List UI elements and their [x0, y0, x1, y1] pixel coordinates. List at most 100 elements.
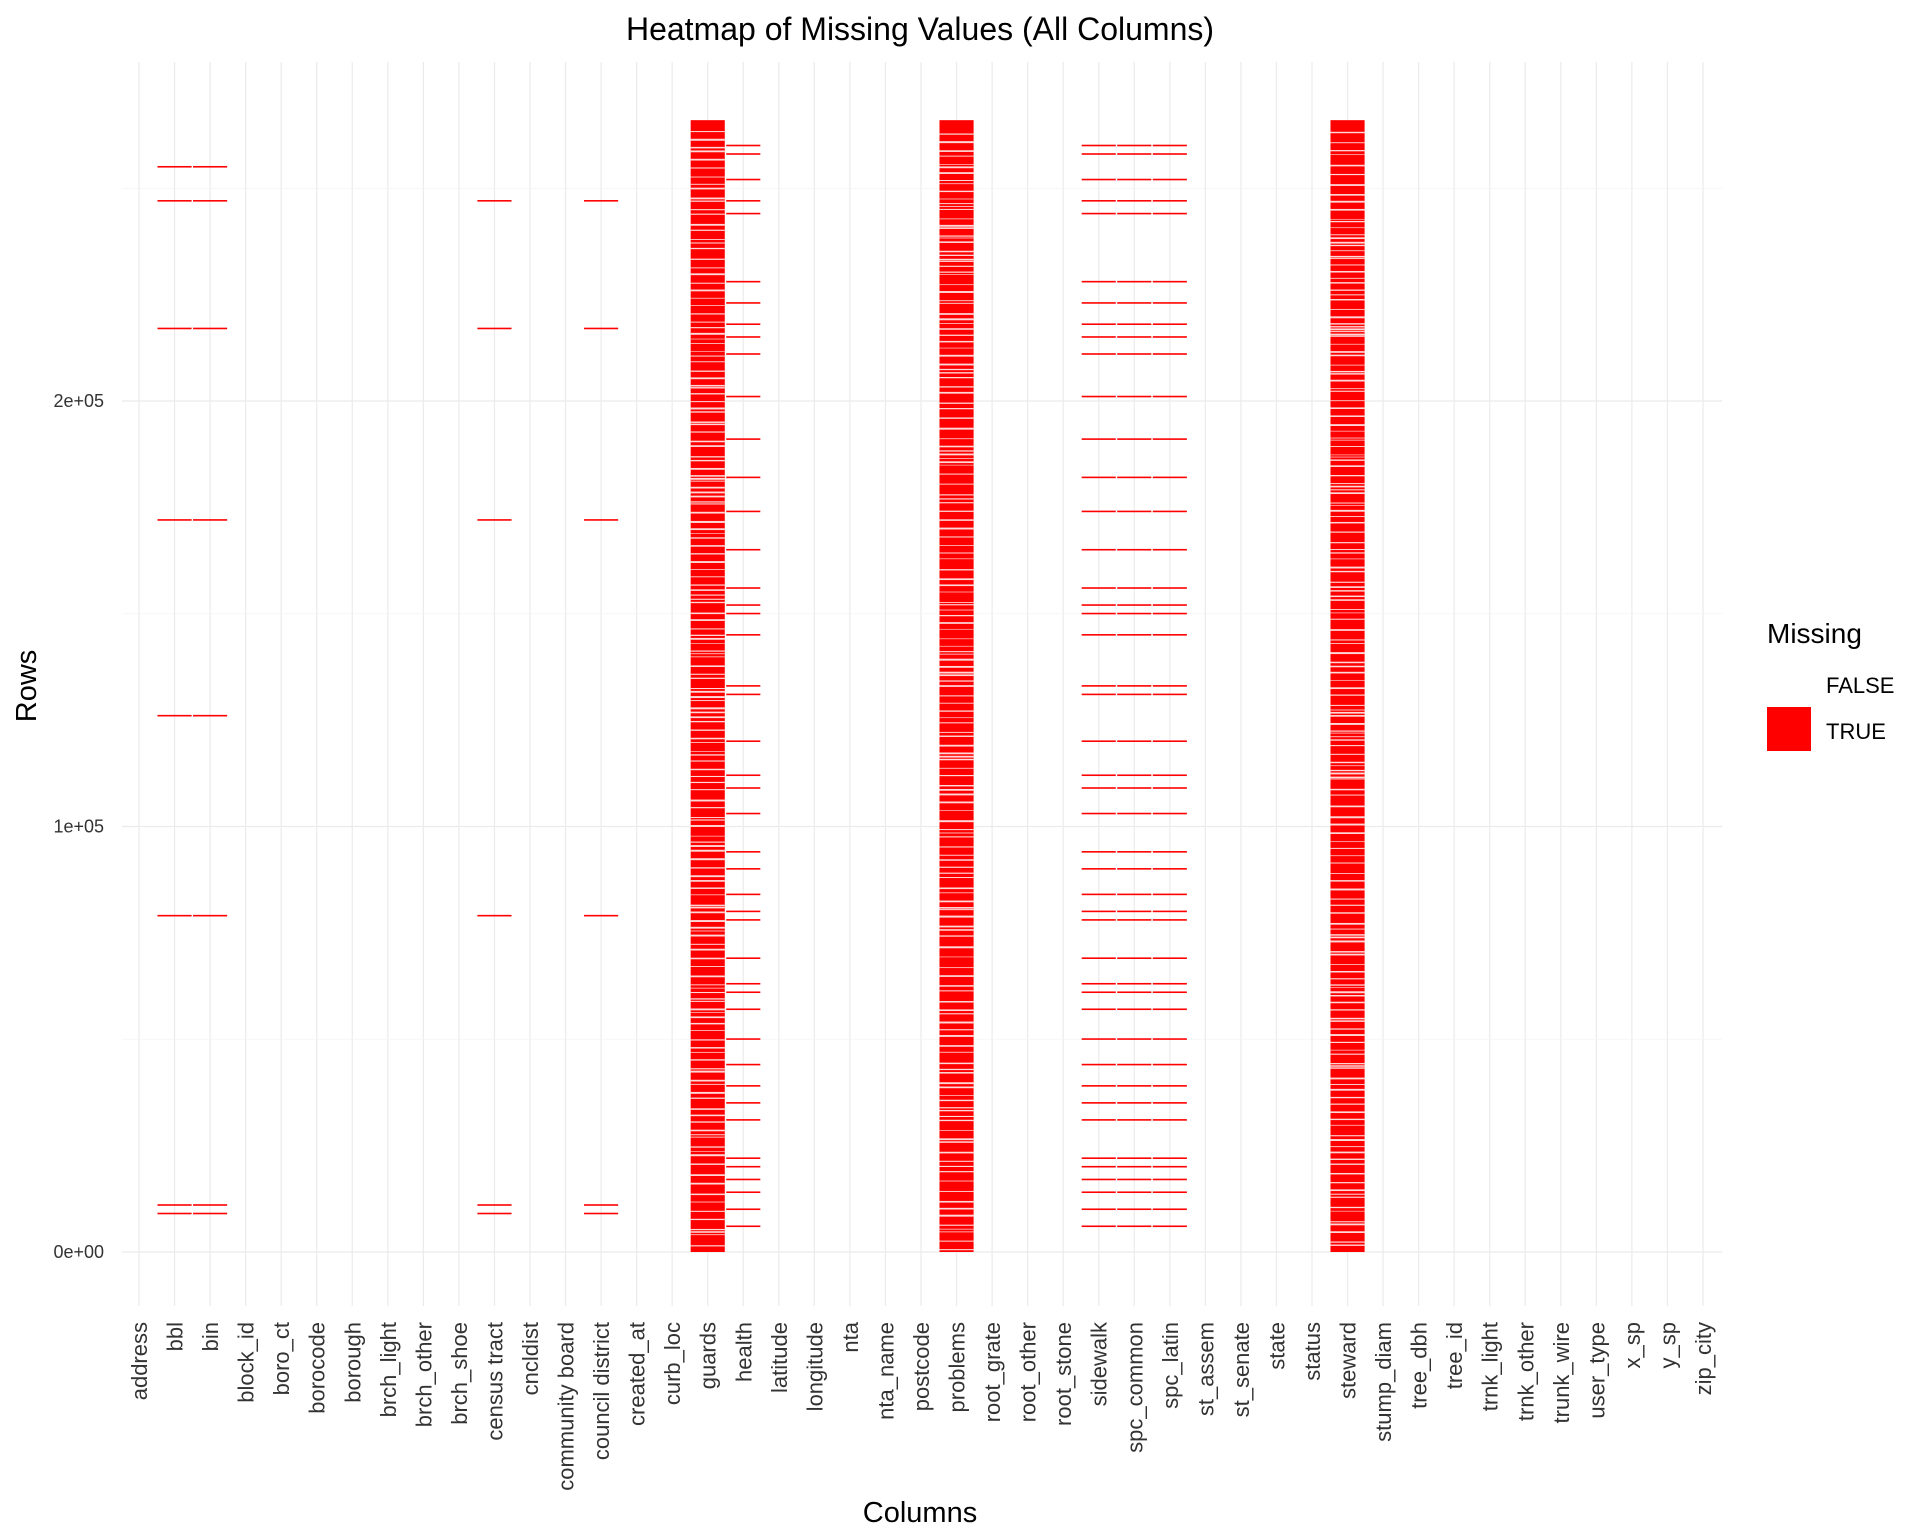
missing-cell: [1081, 812, 1116, 815]
non-missing-gap: [939, 846, 974, 848]
non-missing-gap: [939, 1160, 974, 1162]
non-missing-gap: [690, 1091, 725, 1094]
non-missing-gap: [1330, 164, 1365, 167]
non-missing-gap: [939, 198, 974, 200]
non-missing-gap: [690, 183, 725, 185]
missing-cell: [726, 634, 761, 636]
non-missing-gap: [1330, 953, 1365, 956]
x-tick-label: st_assem: [1193, 1322, 1218, 1416]
non-missing-gap: [690, 998, 725, 1000]
non-missing-gap: [1330, 521, 1365, 524]
non-missing-gap: [939, 164, 974, 165]
missing-cell: [1152, 634, 1187, 636]
missing-cell: [1117, 548, 1152, 551]
x-tick-label: user_type: [1584, 1322, 1609, 1419]
non-missing-gap: [1330, 661, 1365, 664]
non-missing-gap: [939, 254, 974, 256]
missing-cell: [690, 120, 725, 1252]
non-missing-gap: [1330, 970, 1365, 973]
non-missing-gap: [690, 707, 725, 710]
non-missing-gap: [1330, 1088, 1365, 1091]
non-missing-gap: [1330, 823, 1365, 826]
non-missing-gap: [1330, 208, 1365, 211]
missing-cell: [1081, 1225, 1116, 1228]
missing-cell: [1152, 587, 1187, 589]
non-missing-gap: [939, 265, 974, 267]
legend-swatch-false: [1767, 661, 1811, 705]
missing-cells-layer: [157, 120, 1365, 1252]
non-missing-gap: [1330, 407, 1365, 410]
non-missing-gap: [1330, 1067, 1365, 1069]
missing-cell: [1117, 774, 1152, 777]
non-missing-gap: [1330, 1163, 1365, 1165]
non-missing-gap: [939, 638, 974, 640]
x-tick-label: zip_city: [1691, 1322, 1716, 1395]
non-missing-gap: [1330, 333, 1365, 336]
non-missing-gap: [939, 291, 974, 293]
non-missing-gap: [690, 1097, 725, 1099]
non-missing-gap: [690, 948, 725, 951]
missing-cell: [726, 851, 761, 853]
missing-cell: [726, 510, 761, 513]
missing-cell: [726, 868, 761, 870]
missing-cell: [1081, 740, 1116, 742]
non-missing-gap: [1330, 928, 1365, 930]
missing-cell: [1081, 336, 1116, 338]
non-missing-gap: [690, 799, 725, 802]
non-missing-gap: [939, 354, 974, 357]
non-missing-gap: [939, 438, 974, 440]
non-missing-gap: [939, 1249, 974, 1251]
non-missing-gap: [939, 1051, 974, 1053]
missing-cell: [1081, 144, 1116, 147]
missing-cell: [1152, 336, 1187, 338]
non-missing-gap: [939, 1119, 974, 1122]
non-missing-gap: [939, 1062, 974, 1065]
x-tick-label: cncldist: [518, 1322, 543, 1395]
non-missing-gap: [690, 1136, 725, 1138]
non-missing-gap: [690, 720, 725, 723]
non-missing-gap: [939, 872, 974, 874]
missing-cell: [1081, 200, 1116, 202]
non-missing-gap: [939, 519, 974, 521]
non-missing-gap: [690, 384, 725, 387]
missing-cell: [726, 982, 761, 985]
non-missing-gap: [690, 1079, 725, 1082]
non-missing-gap: [939, 258, 974, 261]
non-missing-gap: [1330, 581, 1365, 583]
non-missing-gap: [1330, 316, 1365, 319]
missing-cell: [1152, 1178, 1187, 1181]
non-missing-gap: [690, 991, 725, 994]
non-missing-gap: [1330, 855, 1365, 857]
missing-cell: [1117, 1119, 1152, 1121]
non-missing-gap: [939, 483, 974, 485]
non-missing-gap: [1330, 184, 1365, 186]
non-missing-gap: [939, 695, 974, 697]
non-missing-gap: [939, 340, 974, 343]
non-missing-gap: [939, 584, 974, 587]
non-missing-gap: [1330, 364, 1365, 366]
missing-cell: [1081, 1157, 1116, 1159]
x-tick-label: postcode: [909, 1322, 934, 1411]
non-missing-gap: [690, 411, 725, 413]
non-missing-gap: [690, 477, 725, 480]
non-missing-gap: [939, 271, 974, 273]
x-tick-label: health: [731, 1322, 756, 1382]
non-missing-gap: [690, 569, 725, 571]
non-missing-gap: [1330, 1182, 1365, 1184]
missing-cell: [1081, 982, 1116, 985]
non-missing-gap: [1330, 505, 1365, 506]
x-tick-label: state: [1264, 1322, 1289, 1370]
missing-cell: [1152, 1008, 1187, 1011]
non-missing-gap: [690, 598, 725, 600]
x-tick-label: nta_name: [873, 1322, 898, 1420]
non-missing-gap: [1330, 328, 1365, 331]
missing-cell: [1152, 1208, 1187, 1211]
non-missing-gap: [1330, 456, 1365, 458]
non-missing-gap: [690, 781, 725, 784]
non-missing-gap: [1330, 1210, 1365, 1212]
non-missing-gap: [1330, 1065, 1365, 1067]
non-missing-gap: [939, 866, 974, 868]
non-missing-gap: [939, 722, 974, 724]
missing-cell: [1081, 302, 1116, 304]
non-missing-gap: [690, 445, 725, 447]
